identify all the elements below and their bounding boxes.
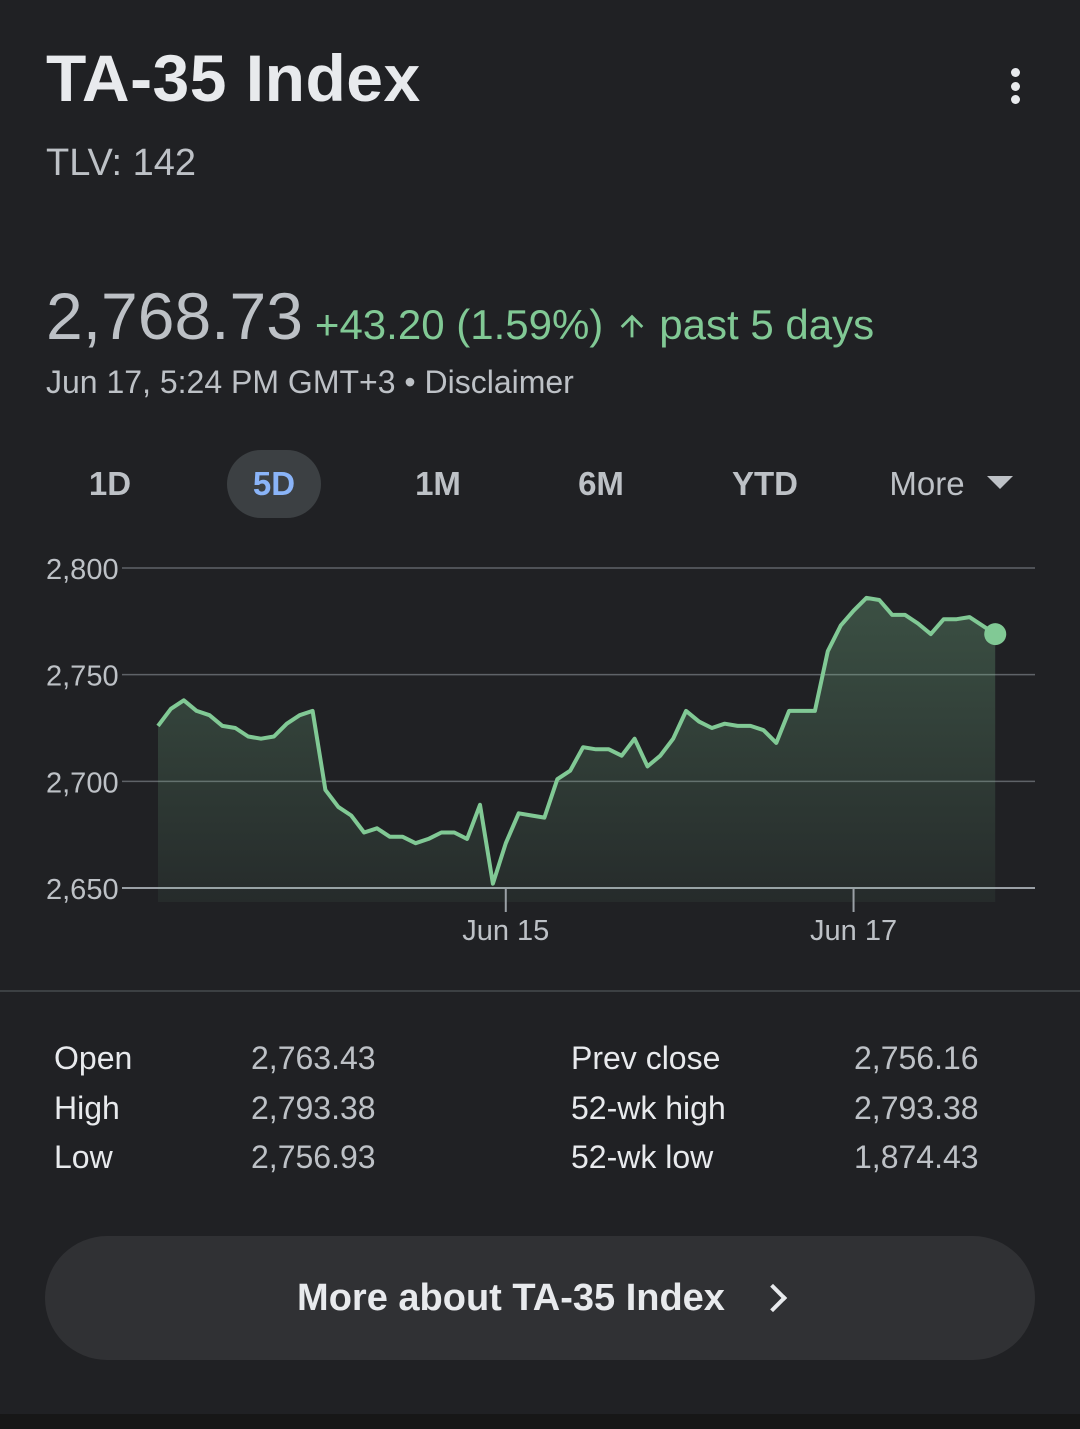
arrow-up-icon [620, 314, 644, 338]
y-tick-label: 2,700 [46, 767, 119, 799]
price-row: 2,768.73 +43.20 (1.59%) past 5 days [46, 278, 874, 354]
stat-value-high: 2,793.38 [251, 1090, 376, 1126]
stat-label-52wk-high: 52-wk high [571, 1090, 726, 1126]
ticker-symbol: TLV: 142 [46, 142, 196, 184]
stat-value-low: 2,756.93 [251, 1139, 376, 1175]
tab-label: YTD [732, 465, 798, 502]
stat-value-prev-close: 2,756.16 [854, 1040, 979, 1076]
more-about-button[interactable]: More about TA-35 Index [45, 1236, 1035, 1360]
stat-label-open: Open [54, 1040, 133, 1076]
stat-label-prev-close: Prev close [571, 1040, 721, 1076]
stat-value-52wk-high: 2,793.38 [854, 1090, 979, 1126]
stat-value-open: 2,763.43 [251, 1040, 376, 1076]
series-area [158, 597, 996, 902]
range-tabs: 1D 5D 1M 6M YTD More [46, 450, 1036, 518]
latest-point [984, 623, 1007, 646]
quote-timestamp[interactable]: Jun 17, 5:24 PM GMT+3 • Disclaimer [46, 364, 574, 400]
series-line [156, 595, 997, 886]
tab-label: 5D [252, 465, 296, 502]
change-period: past 5 days [659, 301, 875, 348]
dropdown-arrow-icon [986, 476, 1013, 489]
stat-label-52wk-low: 52-wk low [571, 1139, 714, 1175]
x-tick-label: Jun 15 [462, 915, 549, 947]
chevron-right-icon [758, 1283, 788, 1313]
section-divider [0, 990, 1080, 992]
y-tick-label: 2,650 [46, 874, 119, 906]
bottom-edge [0, 1414, 1080, 1429]
menu-dot [1010, 68, 1020, 77]
stat-value-52wk-low: 1,874.43 [854, 1139, 979, 1175]
tab-more[interactable]: More [866, 450, 1036, 518]
tab-label: 1M [415, 465, 461, 502]
y-tick-label: 2,800 [46, 554, 119, 586]
page-title: TA-35 Index [46, 41, 421, 115]
x-tick-label: Jun 17 [810, 915, 897, 947]
tab-label: 6M [578, 465, 624, 502]
stat-label-low: Low [54, 1139, 113, 1175]
tab-1d[interactable]: 1D [64, 450, 156, 518]
tab-ytd[interactable]: YTD [714, 450, 816, 518]
price-chart[interactable]: 2,800 2,750 2,700 2,650 Jun 15 Jun 17 [0, 540, 1080, 960]
more-vert-icon[interactable] [994, 60, 1036, 112]
stat-label-high: High [54, 1090, 120, 1126]
tab-1m[interactable]: 1M [389, 450, 487, 518]
tab-label: 1D [88, 465, 132, 502]
menu-dot [1010, 95, 1020, 104]
y-tick-label: 2,750 [46, 661, 119, 693]
tab-label: More [889, 465, 965, 502]
price-change: +43.20 (1.59%) [314, 301, 604, 348]
tab-5d[interactable]: 5D [227, 450, 321, 518]
current-price: 2,768.73 [46, 279, 303, 353]
more-about-label: More about TA-35 Index [297, 1276, 725, 1319]
menu-dot [1010, 81, 1020, 91]
tab-6m[interactable]: 6M [552, 450, 650, 518]
